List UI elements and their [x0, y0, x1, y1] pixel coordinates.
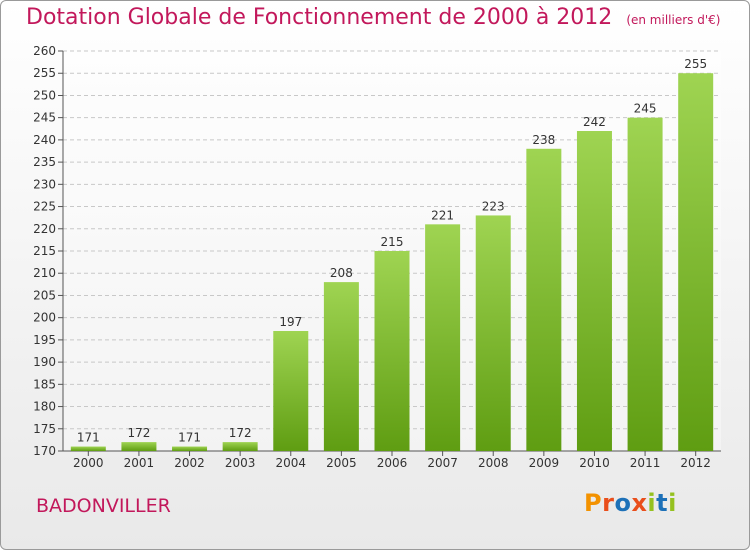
bar-2005: [323, 282, 359, 451]
x-tick-label: 2002: [174, 456, 205, 470]
y-tick-label: 190: [33, 355, 56, 369]
data-label-2008: 223: [482, 199, 505, 213]
y-tick-label: 185: [33, 377, 56, 391]
data-label-2007: 221: [431, 208, 454, 222]
y-tick-label: 250: [33, 88, 56, 102]
y-tick-label: 260: [33, 44, 56, 58]
data-label-2001: 172: [127, 426, 150, 440]
y-tick-label: 215: [33, 244, 56, 258]
y-tick-label: 255: [33, 66, 56, 80]
bar-2001: [121, 442, 157, 451]
x-tick-label: 2007: [427, 456, 458, 470]
y-tick-label: 180: [33, 400, 56, 414]
commune-name: BADONVILLER: [36, 495, 171, 517]
bar-2008: [475, 215, 511, 451]
x-tick-label: 2010: [579, 456, 610, 470]
data-label-2009: 238: [532, 133, 555, 147]
logo-letter: i: [668, 489, 677, 517]
bar-2004: [273, 331, 309, 451]
x-tick-label: 2005: [326, 456, 357, 470]
y-tick-label: 245: [33, 111, 56, 125]
data-label-2000: 171: [77, 431, 100, 445]
y-tick-label: 210: [33, 266, 56, 280]
bar-2011: [627, 117, 663, 452]
data-label-2004: 197: [279, 315, 302, 329]
bar-2002: [172, 446, 208, 451]
y-tick-label: 195: [33, 333, 56, 347]
data-label-2002: 171: [178, 431, 201, 445]
data-label-2011: 245: [634, 102, 657, 116]
y-tick-label: 205: [33, 288, 56, 302]
logo-letter: t: [656, 489, 669, 517]
bar-2000: [70, 446, 106, 451]
bar-2003: [222, 442, 258, 451]
bar-2009: [526, 148, 562, 451]
logo-letter: r: [602, 489, 615, 517]
y-tick-label: 240: [33, 133, 56, 147]
chart-title: Dotation Globale de Fonctionnement de 20…: [26, 5, 613, 30]
x-tick-label: 2012: [680, 456, 711, 470]
data-label-2005: 208: [330, 266, 353, 280]
x-tick-label: 2004: [275, 456, 306, 470]
y-tick-label: 225: [33, 200, 56, 214]
data-label-2006: 215: [381, 235, 404, 249]
proxiti-logo: Proxiti: [584, 489, 677, 517]
data-label-2003: 172: [229, 426, 252, 440]
bar-2006: [374, 251, 410, 451]
x-tick-label: 2003: [225, 456, 256, 470]
x-tick-label: 2006: [377, 456, 408, 470]
logo-letter: i: [647, 489, 657, 517]
bar-2010: [576, 131, 612, 451]
y-tick-label: 220: [33, 222, 56, 236]
x-tick-label: 2001: [124, 456, 155, 470]
data-label-2010: 242: [583, 115, 606, 129]
y-tick-label: 175: [33, 422, 56, 436]
y-tick-label: 200: [33, 311, 56, 325]
y-tick-label: 170: [33, 444, 56, 458]
x-tick-label: 2009: [529, 456, 560, 470]
logo-letter: P: [584, 489, 603, 517]
unit-note: (en milliers d'€): [626, 13, 721, 27]
logo-letter: x: [631, 489, 648, 517]
data-label-2012: 255: [684, 57, 707, 71]
x-tick-label: 2008: [478, 456, 509, 470]
chart-title-block: Dotation Globale de Fonctionnement de 20…: [26, 5, 720, 30]
bar-2007: [425, 224, 461, 451]
x-tick-label: 2011: [630, 456, 661, 470]
bar-2012: [678, 73, 714, 451]
x-tick-label: 2000: [73, 456, 104, 470]
y-tick-label: 230: [33, 177, 56, 191]
logo-letter: o: [614, 489, 632, 517]
y-tick-label: 235: [33, 155, 56, 169]
